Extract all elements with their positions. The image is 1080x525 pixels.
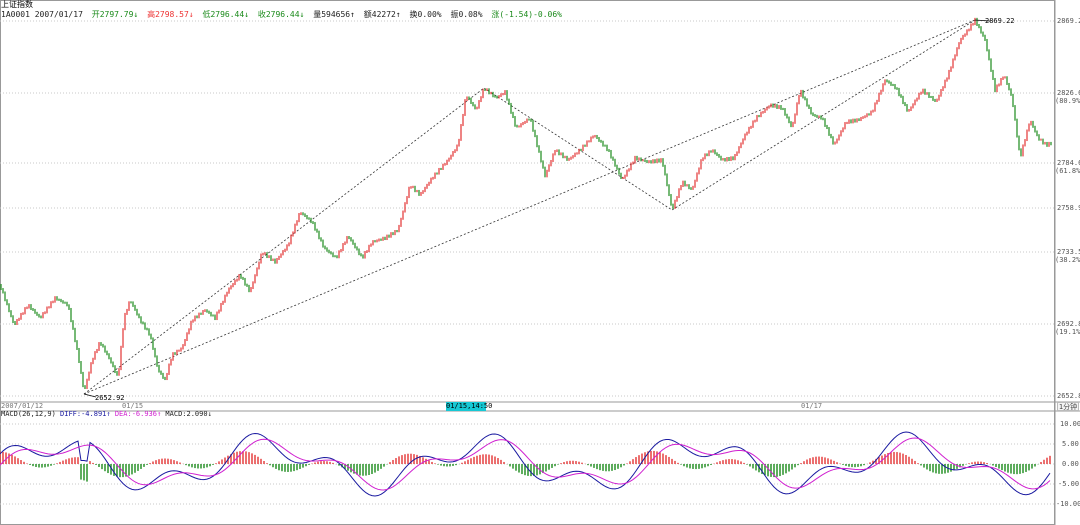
y-label-pct: (19.1%) <box>1055 328 1080 336</box>
volume-label: 量 <box>313 10 322 19</box>
close-label: 收 <box>257 10 266 19</box>
macd-y-label: 10.00 <box>1060 420 1080 428</box>
diff-arrow-icon: ↑ <box>106 410 111 418</box>
cursor-date-label: 01/15,14:50 <box>446 402 493 411</box>
quote-header: 上证指数 1A0001 2007/01/17 开2797.79↓ 高2798.5… <box>0 0 1080 20</box>
index-name: 上证指数 <box>1 0 33 9</box>
low-label: 低 <box>202 10 211 19</box>
close-value: 2796.44 <box>265 10 300 19</box>
dea-arrow-icon: ↑ <box>156 410 162 418</box>
code-date: 1A0001 2007/01/17 <box>1 10 83 19</box>
macd-y-label: -10.00 <box>1056 500 1080 508</box>
high-arrow-icon: ↓ <box>188 10 194 19</box>
turnover-label: 换 <box>409 10 418 19</box>
date-label: 01/17 <box>801 402 823 410</box>
change-label: 涨 <box>491 10 500 19</box>
amplitude-label: 振 <box>450 10 459 19</box>
open-arrow-icon: ↓ <box>133 10 139 19</box>
volume-arrow-icon: ↑ <box>350 10 355 19</box>
y-label-pct: (80.9%) <box>1055 97 1080 105</box>
open-label: 开 <box>91 10 100 19</box>
macd-name: MACD(26,12,9) <box>1 410 56 418</box>
macd-dea-line <box>0 437 1051 491</box>
y-label-pct: (38.2%) <box>1055 256 1080 264</box>
high-value: 2798.57 <box>155 10 189 19</box>
amount-value: 42272 <box>371 10 396 19</box>
y-label-pct: (61.8%) <box>1055 167 1080 175</box>
high-annotation: 2869.22 <box>985 17 1015 25</box>
low-annotation: 2652.92 <box>95 394 125 402</box>
macd-y-label: 0.00 <box>1062 460 1079 468</box>
macd-arrow-icon: ↓ <box>207 410 212 418</box>
y-label: 2784.6 <box>1057 159 1080 167</box>
amount-label: 额 <box>363 10 372 19</box>
macd-header: MACD(26,12,9) DIFF:-4.891↑ DEA:-6.936↑ M… <box>1 410 212 418</box>
turnover-value: 0.00% <box>417 10 442 19</box>
high-label: 高 <box>147 10 156 19</box>
macd-y-label: -5.00 <box>1058 480 1080 488</box>
y-label: 2652.8 <box>1057 392 1080 400</box>
date-axis: 2007/01/12 01/15 01/17 <box>0 402 1080 411</box>
macd-y-label: 5.00 <box>1062 440 1079 448</box>
y-label: 2826.6 <box>1057 89 1080 97</box>
low-value: 2796.44 <box>210 10 245 19</box>
amplitude-value: 0.08% <box>458 10 483 19</box>
volume-value: 594656 <box>321 10 351 19</box>
close-arrow-icon: ↓ <box>299 10 305 19</box>
change-value: (-1.54)-0.06% <box>499 10 562 19</box>
low-arrow-icon: ↓ <box>244 10 250 19</box>
macd-label: MACD: <box>165 410 187 418</box>
date-label: 2007/01/12 <box>1 402 44 410</box>
period-button[interactable]: 1分钟 <box>1057 402 1079 411</box>
dea-label: DEA: <box>114 410 132 418</box>
dea-value: -6.936 <box>131 410 157 418</box>
macd-value: 2.090 <box>186 410 208 418</box>
diff-label: DIFF: <box>60 410 82 418</box>
y-label: 2692.8 <box>1057 320 1080 328</box>
macd-diff-line <box>0 431 1051 497</box>
y-label: 2869.2 <box>1057 17 1080 25</box>
y-label: 2733.5 <box>1057 248 1080 256</box>
quote-line: 1A0001 2007/01/17 开2797.79↓ 高2798.57↓ 低2… <box>1 10 566 20</box>
open-value: 2797.79 <box>99 10 134 19</box>
diff-value: -4.891 <box>81 410 107 418</box>
date-label: 01/15 <box>122 402 144 410</box>
y-label: 2758.9 <box>1057 204 1080 212</box>
amount-arrow-icon: ↑ <box>395 10 401 19</box>
